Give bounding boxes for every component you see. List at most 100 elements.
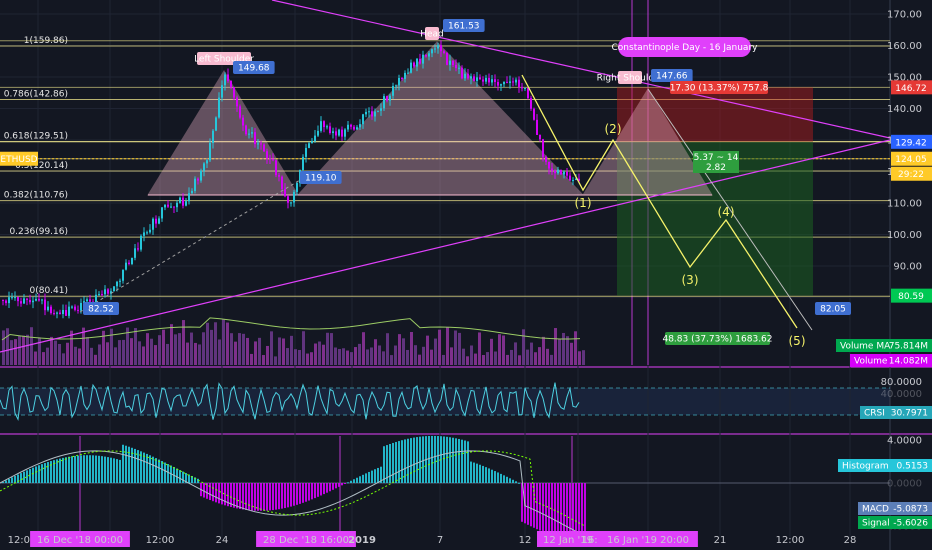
volume-bar: [578, 351, 581, 365]
histogram-bar: [146, 453, 148, 483]
histogram-bar: [119, 459, 121, 483]
crsi-tick-label: 80.0000: [881, 377, 922, 388]
candle-body: [194, 178, 196, 191]
signal-line: [0, 450, 586, 527]
histogram-bar: [230, 483, 232, 507]
ratio-label-bg: [693, 151, 739, 173]
histogram-bar: [152, 456, 154, 483]
pivot-label: 82.52: [88, 305, 114, 315]
event-label: Constantinople Day - 16 January: [612, 43, 759, 53]
candle-body: [332, 131, 334, 134]
head-and-shoulders-pattern: [147, 41, 713, 196]
histogram-bar: [287, 483, 289, 508]
candle-body: [416, 58, 418, 67]
fib-label: 0.382(110.76): [4, 191, 68, 201]
histogram-bar: [527, 483, 529, 525]
histogram-bar: [428, 435, 430, 483]
candle-body: [425, 54, 427, 57]
histogram-bar: [242, 483, 244, 510]
candle-body: [500, 84, 502, 86]
volume-bar: [494, 351, 497, 365]
histogram-bar: [167, 464, 169, 483]
candle-body: [221, 85, 223, 98]
candle-body: [314, 135, 316, 142]
pivot-label-bg: [443, 19, 485, 32]
pivot-label: 147.66: [656, 72, 688, 82]
volume-bar: [146, 333, 149, 365]
volume-bar: [202, 332, 205, 365]
candle-body: [305, 147, 307, 157]
volume-bar: [26, 334, 29, 365]
left-shoulder-label: Left Shoulder: [194, 55, 254, 65]
histogram-bar: [407, 438, 409, 483]
volume-bar: [54, 340, 57, 365]
candle-body: [479, 77, 481, 80]
histogram-bar: [422, 436, 424, 483]
histogram-bar: [35, 466, 37, 483]
current-price-bg: [891, 151, 932, 166]
support-trendline: [0, 139, 891, 353]
volume-bar: [190, 332, 193, 365]
volume-bar: [234, 341, 237, 365]
histogram-bar: [140, 451, 142, 483]
candle-body: [26, 298, 28, 300]
histogram-bar: [521, 483, 523, 522]
candle-body: [491, 79, 493, 83]
histogram-bar: [56, 459, 58, 483]
candle-body: [215, 117, 217, 131]
countdown-value: 29:22: [898, 170, 924, 180]
volume-bar: [62, 353, 65, 365]
countdown-bg: [891, 166, 932, 181]
fib-label: 0.786(142.86): [4, 89, 68, 99]
volume-bar: [66, 342, 69, 365]
histogram-bar: [308, 483, 310, 501]
candle-body: [110, 291, 112, 294]
histogram-bar: [500, 473, 502, 483]
candle-body: [467, 73, 469, 79]
volume-bar: [374, 339, 377, 365]
histogram-bar: [20, 473, 22, 483]
wave-path: [521, 74, 798, 329]
candle-body: [218, 97, 220, 118]
pivot-label-bg: [83, 302, 119, 315]
take-profit-label: 48.83 (37.73%) 1683.62: [662, 335, 772, 345]
candle-body: [386, 96, 388, 101]
candle-body: [182, 197, 184, 206]
histogram-bar: [539, 483, 541, 531]
volume-bar: [266, 345, 269, 365]
histogram-bar: [239, 483, 241, 509]
candle-body: [176, 202, 178, 208]
time-tick-label: 21: [714, 535, 727, 546]
histogram-bar: [569, 483, 571, 532]
histogram-bar: [326, 483, 328, 493]
volume-bar: [30, 327, 33, 365]
wave-label: (2): [605, 122, 622, 136]
candle-body: [452, 60, 454, 66]
histogram-bar: [257, 483, 259, 511]
volume-bar: [74, 346, 77, 365]
time-tag: 16 Dec '18 00:00: [37, 535, 123, 546]
candle-body: [104, 289, 106, 295]
pivot-label-bg: [233, 61, 275, 74]
candle-body: [56, 312, 58, 314]
histogram-bar: [377, 467, 379, 483]
candle-body: [77, 309, 79, 311]
candle-body: [317, 130, 319, 136]
candle-body: [296, 183, 298, 192]
histogram-bar: [221, 483, 223, 505]
candle-body: [497, 81, 499, 86]
candle-body: [230, 80, 232, 88]
histogram-bar: [8, 478, 10, 483]
candle-body: [356, 127, 358, 130]
volume-bar: [338, 348, 341, 365]
volume-bar: [438, 329, 441, 365]
volume-bar: [522, 329, 525, 365]
trendlines: [0, 0, 891, 353]
volume-bar: [382, 351, 385, 365]
candle-body: [200, 170, 202, 181]
volume-bar: [34, 351, 37, 365]
candle-body: [395, 85, 397, 87]
histogram-bar: [164, 462, 166, 483]
histogram-bar: [11, 477, 13, 483]
histogram-bar: [365, 473, 367, 483]
